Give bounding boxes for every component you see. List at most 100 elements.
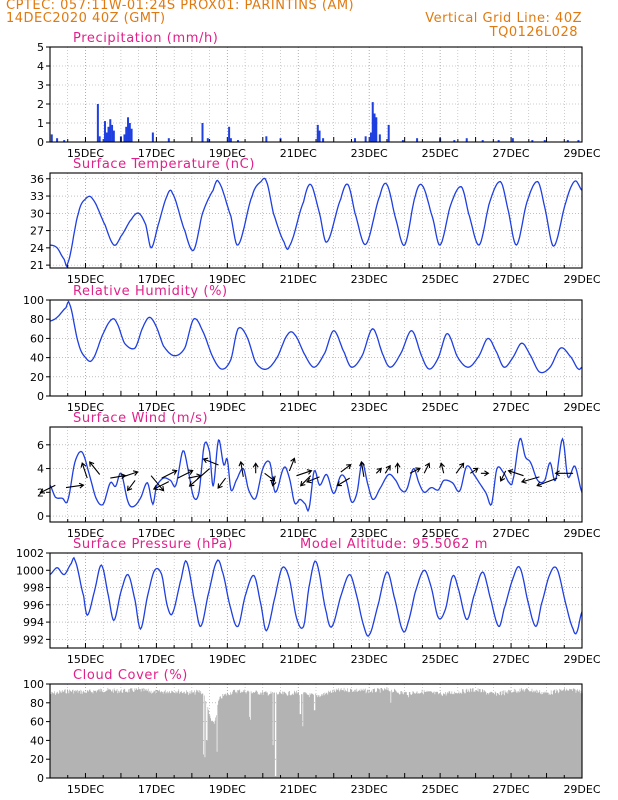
wind-vector-arrow [89,461,101,475]
humidity-panel: Relative Humidity (%) 0 20 40 60 80 100 15DEC 17… [23,284,601,414]
precip-bar [531,140,534,142]
humidity-ytick-label: 40 [30,352,44,365]
precip-bar [105,132,108,142]
humidity-series-line [49,300,583,374]
wind-vector-arrow [499,470,507,482]
humidity-xtick-label: 27DEC [493,401,530,414]
cloud-xtick-label: 21DEC [280,783,317,796]
temperature-xtick-label: 29DEC [563,273,600,286]
precip-bar [103,121,106,142]
wind-xtick-label: 15DEC [67,527,104,540]
precip-bar [236,140,239,142]
precipitation-xtick-label: 25DEC [422,147,459,160]
wind-vector-arrow [480,470,490,477]
precipitation-xtick-label: 29DEC [563,147,600,160]
wind-vector-arrow [126,480,136,492]
precip-bar [416,138,419,142]
precip-bar [511,138,514,142]
precip-bar [111,124,114,142]
wind-vector-arrow [152,481,170,491]
temperature-xtick-label: 25DEC [422,273,459,286]
precip-bar [322,138,325,142]
humidity-ytick-label: 60 [30,332,44,345]
wind-xtick-label: 19DEC [209,527,246,540]
cloud-panel: Cloud Cover (%) 0 20 40 60 80 100 15DEC 17DEC 19D… [23,668,601,796]
cloud-xtick-label: 17DEC [138,783,175,796]
wind-vector-arrow [359,460,365,477]
wind-vector-arrow [161,469,178,479]
pressure-panel: Surface Pressure (hPa) Model Altitude: 95… [16,537,601,666]
pressure-frame [49,552,583,649]
precip-bar [497,140,500,142]
precip-bar [543,140,546,142]
wind-vector-arrow [252,462,259,474]
precip-bar [378,134,381,142]
temperature-ytick-label: 21 [30,259,44,272]
temperature-xtick-label: 15DEC [67,273,104,286]
humidity-xtick-label: 23DEC [351,401,388,414]
precip-bar [123,134,126,142]
cloud-ytick-label: 80 [30,697,44,710]
precip-bar [107,126,110,142]
wind-vector-arrow [288,457,296,472]
cloud-xtick-label: 23DEC [351,783,388,796]
precip-bar [373,113,376,142]
precipitation-xtick-label: 15DEC [67,147,104,160]
humidity-ytick-label: 80 [30,313,44,326]
pressure-annotation: Model Altitude: 95.5062 m [300,537,488,552]
precipitation-ytick-label: 5 [37,41,44,54]
precip-bar [375,117,378,142]
temperature-ytick-label: 24 [30,242,44,255]
cloud-ytick-label: 60 [30,716,44,729]
precip-bar [109,119,112,142]
wind-vector-arrow [554,470,574,477]
humidity-xtick-label: 21DEC [280,401,317,414]
wind-vector-arrow [384,464,391,474]
pressure-xtick-label: 19DEC [209,653,246,666]
wind-series-line [49,437,583,513]
precip-bar [566,140,569,142]
precip-bar [229,138,232,142]
precip-bar [167,138,170,142]
precip-bar [453,140,456,142]
wind-xtick-label: 29DEC [563,527,600,540]
temperature-ytick-label: 33 [30,190,44,203]
pressure-ytick-label: 992 [23,633,44,646]
pressure-xtick-label: 29DEC [563,653,600,666]
precipitation-xtick-label: 17DEC [138,147,175,160]
precip-bar [387,124,390,142]
wind-xtick-label: 21DEC [280,527,317,540]
pressure-xtick-label: 23DEC [351,653,388,666]
humidity-xtick-label: 17DEC [138,401,175,414]
temperature-xtick-label: 27DEC [493,273,530,286]
precip-bar [125,126,128,142]
wind-vector-arrow [296,469,313,477]
pressure-xtick-label: 15DEC [67,653,104,666]
wind-vector-arrow [188,468,210,487]
precip-bar [127,117,130,142]
precipitation-ytick-label: 2 [37,98,44,111]
cloud-ytick-label: 0 [37,772,44,785]
precip-bar [96,104,99,142]
wind-vector-arrow [177,469,194,479]
wind-vector-arrow [150,475,165,492]
humidity-title: Relative Humidity (%) [73,284,228,299]
wind-vector-arrow [264,472,276,482]
wind-xtick-label: 25DEC [422,527,459,540]
wind-vector-arrow [122,470,139,478]
temperature-title: Surface Temperature (nC) [73,157,255,172]
precip-bar [63,140,66,142]
precip-bar [364,136,367,142]
pressure-ytick-label: 1000 [16,564,44,577]
precip-bar [206,138,209,142]
precipitation-title: Precipitation (mm/h) [73,31,218,46]
pressure-title: Surface Pressure (hPa) [73,537,233,552]
header-model-code: TQ0126L028 [489,25,578,40]
pressure-ytick-label: 994 [23,616,44,629]
precip-bar [130,128,133,142]
wind-vector-arrow [507,469,524,477]
temperature-xtick-label: 17DEC [138,273,175,286]
temperature-series-line [49,177,583,268]
wind-vector-arrow [536,477,558,488]
